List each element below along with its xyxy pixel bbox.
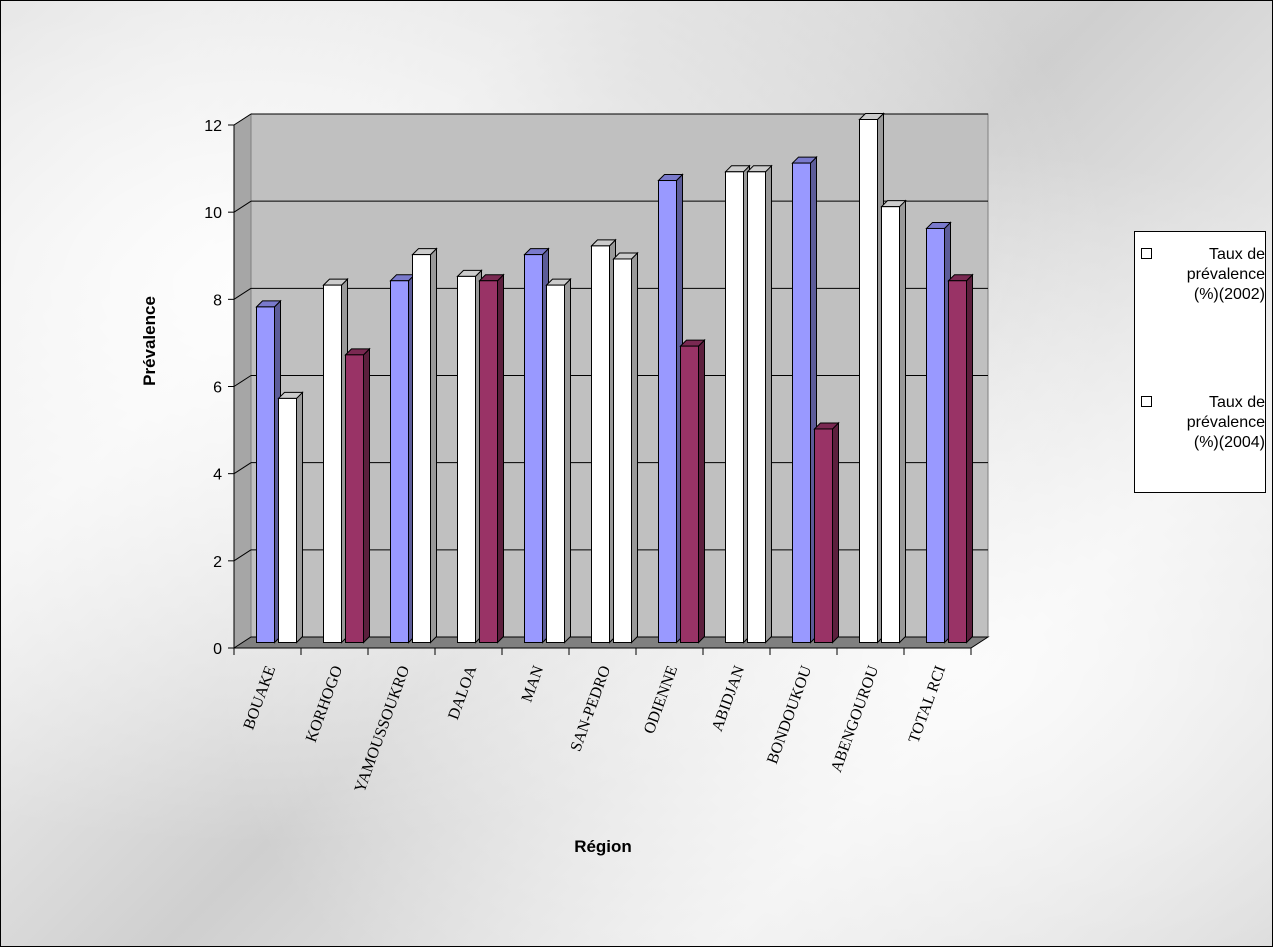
bar xyxy=(344,347,371,644)
bar-side xyxy=(497,273,504,644)
bar-front xyxy=(859,119,878,643)
bar xyxy=(590,238,617,644)
y-tick-label: 2 xyxy=(213,554,222,571)
gridline-side xyxy=(233,549,252,562)
gridline-side xyxy=(233,200,252,213)
bar-front xyxy=(390,280,409,643)
y-tick-label: 4 xyxy=(213,467,222,484)
legend-swatch-2004 xyxy=(1141,396,1152,407)
x-category-label: ABIDJAN xyxy=(709,663,749,734)
bar xyxy=(813,421,840,644)
bar xyxy=(255,299,282,644)
gridline-side xyxy=(233,375,252,387)
bars xyxy=(255,112,974,644)
bar xyxy=(478,273,505,644)
bar xyxy=(947,273,974,644)
x-category-label: ABENGOUROU xyxy=(828,663,882,774)
bar xyxy=(389,273,416,644)
bar xyxy=(724,164,751,644)
y-tick-label: 6 xyxy=(213,380,222,397)
legend-item-2004: Taux de prévalence (%)(2004) xyxy=(1141,393,1265,453)
bar xyxy=(880,199,907,644)
y-axis-ticks: 0 2 4 6 8 10 12 xyxy=(204,118,235,658)
legend-item-2002: Taux de prévalence (%)(2002) xyxy=(1141,245,1265,305)
bar-side xyxy=(363,347,370,644)
bar-front xyxy=(747,171,766,644)
x-category-label: DALOA xyxy=(445,663,480,722)
bar xyxy=(657,173,684,644)
x-category-label: ODIENNE xyxy=(641,664,681,737)
x-category-label: BONDOUKOU xyxy=(764,663,815,766)
bar-front xyxy=(926,227,945,643)
legend-swatch-2002 xyxy=(1141,248,1152,259)
bar xyxy=(545,277,572,644)
bar-front xyxy=(591,245,610,643)
y-tick-label: 10 xyxy=(204,205,222,222)
bar-side xyxy=(765,164,772,644)
legend-line: (%)(2002) xyxy=(1193,286,1265,303)
bar xyxy=(523,247,550,644)
bar-front xyxy=(524,254,543,643)
y-tick-label: 12 xyxy=(204,118,222,135)
legend-line: Taux de xyxy=(1208,246,1265,263)
x-category-label: TOTAL RCI xyxy=(906,664,950,746)
bar-front xyxy=(725,171,744,644)
bar xyxy=(612,251,639,644)
bar xyxy=(411,247,438,644)
bar-front xyxy=(412,254,431,643)
gridline-side xyxy=(233,287,252,300)
bar-front xyxy=(323,284,342,643)
legend: Taux de prévalence (%)(2002) Taux de pré… xyxy=(1134,231,1266,493)
bar-side xyxy=(564,277,571,644)
x-category-label: SAN-PEDRO xyxy=(568,664,615,754)
bar xyxy=(925,221,952,644)
x-category-label: YAMOUSSOUKRO xyxy=(352,664,414,795)
bar-front xyxy=(814,428,833,644)
bar-side xyxy=(966,273,973,644)
bar xyxy=(746,164,773,644)
bar-front xyxy=(457,275,476,643)
bar-front xyxy=(479,280,498,643)
bar xyxy=(322,277,349,644)
legend-line: (%)(2004) xyxy=(1193,434,1265,451)
bar-front xyxy=(345,354,364,643)
x-axis-title: Région xyxy=(574,837,632,856)
bar-side xyxy=(698,338,705,644)
y-tick-label: 0 xyxy=(213,641,222,658)
gridline-side xyxy=(233,113,252,126)
legend-line: Taux de xyxy=(1208,394,1265,411)
bar-front xyxy=(658,180,677,643)
legend-line: prévalence xyxy=(1186,414,1265,431)
bar-front xyxy=(792,162,811,643)
bar xyxy=(858,112,885,644)
bar xyxy=(456,269,483,644)
bar-front xyxy=(546,284,565,643)
x-category-label: KORHOGO xyxy=(303,664,346,745)
bar-front xyxy=(680,345,699,643)
y-tick-label: 8 xyxy=(213,292,222,309)
bar-front xyxy=(256,306,275,643)
x-category-label: BOUAKE xyxy=(240,664,279,732)
bar-front xyxy=(613,258,632,643)
y-axis-title: Prévalence xyxy=(140,296,159,386)
x-category-label: MAN xyxy=(519,663,548,704)
bar-side xyxy=(430,247,437,644)
bar-side xyxy=(832,421,839,644)
bar-side xyxy=(899,199,906,644)
gridline-side xyxy=(233,462,252,475)
bar-front xyxy=(948,280,967,643)
bar xyxy=(679,338,706,644)
bar xyxy=(791,155,818,644)
bar xyxy=(277,391,304,644)
legend-line: prévalence xyxy=(1186,266,1265,283)
x-axis-ticks: BOUAKE KORHOGO YAMOUSSOUKRO DALOA MAN SAN-PED… xyxy=(233,647,972,795)
bar-side xyxy=(631,251,638,644)
bar-front xyxy=(881,206,900,644)
bar-front xyxy=(278,397,297,643)
bar-side xyxy=(296,391,303,644)
